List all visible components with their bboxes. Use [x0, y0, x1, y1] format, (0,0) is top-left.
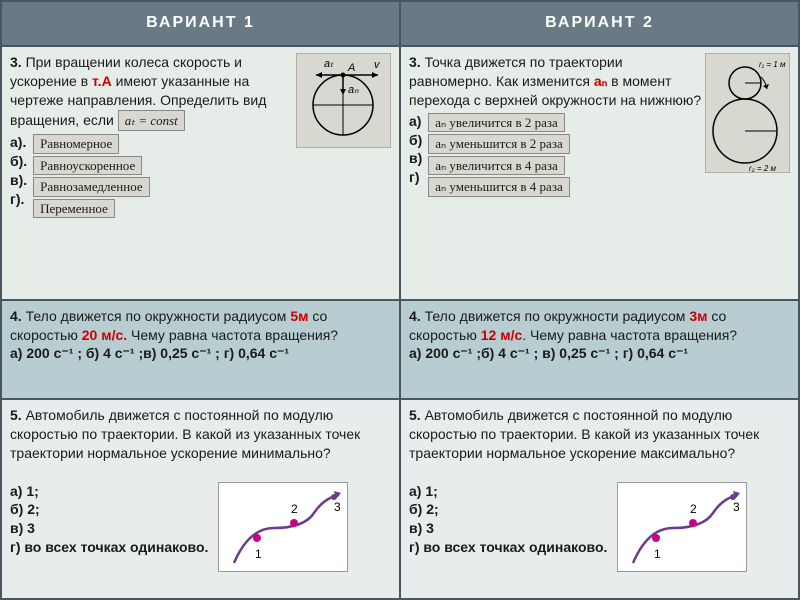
q5-v2-num: 5.	[409, 407, 421, 423]
q5-v1-opts: а) 1; б) 2; в) 3 г) во всех точках одина…	[10, 483, 208, 556]
q5-v1-diagram: 1 2 3	[218, 482, 348, 572]
q3-v2-od: г)	[409, 169, 420, 185]
q4-v2: 4. Тело движется по окружности радиусом …	[400, 300, 799, 399]
q5-v1-txt: Автомобиль движется с постоянной по моду…	[10, 407, 360, 461]
svg-text:3: 3	[733, 500, 740, 514]
q4-v1-ans: а) 200 с⁻¹ ; б) 4 с⁻¹ ;в) 0,25 с⁻¹ ; г) …	[10, 345, 289, 361]
q3-v2-oa: а)	[409, 113, 421, 129]
q5-v1: 5. Автомобиль движется с постоянной по м…	[1, 399, 400, 599]
q5-v2: 5. Автомобиль движется с постоянной по м…	[400, 399, 799, 599]
q4-v1-t3: 5м	[290, 308, 308, 324]
q4-v1-num: 4.	[10, 308, 22, 324]
q4-v1-t6: Чему равна частота вращения?	[127, 327, 338, 343]
q4-v1: 4. Тело движется по окружности радиусом …	[1, 300, 400, 399]
svg-text:r₁ = 1 м: r₁ = 1 м	[759, 60, 786, 69]
q3-v2-ab: aₙ уменьшится в 2 раза	[428, 134, 570, 154]
q3-v2-ad: aₙ уменьшится в 4 раза	[428, 177, 570, 197]
q4-v2-t5: 12 м/с	[481, 327, 523, 343]
q3-v1-oa: а).	[10, 134, 26, 150]
q3-v2-oc: в)	[409, 150, 422, 166]
header-v1: ВАРИАНТ 1	[1, 1, 400, 46]
svg-text:r₂ = 2 м: r₂ = 2 м	[749, 164, 777, 173]
q3-v2-num: 3.	[409, 54, 421, 70]
q5-v2-diagram: 1 2 3	[617, 482, 747, 572]
variants-table: ВАРИАНТ 1 ВАРИАНТ 2 aₜ	[0, 0, 800, 600]
q3-v1-ob: б).	[10, 153, 27, 169]
q3-v1: aₜ A v aₙ 3. При вращении колеса скорост…	[1, 46, 400, 300]
q3-v2-aa: aₙ увеличится в 2 раза	[428, 113, 565, 133]
q3-v1-ad: Переменное	[33, 199, 115, 219]
svg-text:3: 3	[334, 500, 341, 514]
svg-text:aₜ: aₜ	[324, 58, 334, 70]
q3-v1-ab: Равноускоренное	[33, 156, 142, 176]
header-v2: ВАРИАНТ 2	[400, 1, 799, 46]
q5-v1-num: 5.	[10, 407, 22, 423]
q3-v1-aa: Равномерное	[33, 134, 119, 154]
q5-v2-opts: а) 1; б) 2; в) 3 г) во всех точках одина…	[409, 483, 607, 556]
q4-v1-t2: Тело движется по окружности радиусом	[22, 308, 291, 324]
svg-text:A: A	[347, 62, 355, 74]
svg-text:1: 1	[654, 547, 661, 561]
q3-v2: r₁ = 1 м r₂ = 2 м 3. Точка движется по т…	[400, 46, 799, 300]
q3-v1-ac: Равнозамедленное	[33, 177, 150, 197]
q4-v2-t6: . Чему равна частота вращения?	[522, 327, 737, 343]
q4-v2-t2: Тело движется по окружности радиусом	[421, 308, 690, 324]
svg-text:2: 2	[291, 502, 298, 516]
q5-v2-txt: Автомобиль движется с постоянной по моду…	[409, 407, 759, 461]
q4-v1-t5: 20 м/с.	[82, 327, 127, 343]
q3-v1-diagram: aₜ A v aₙ	[296, 53, 391, 153]
q3-v1-oc: в).	[10, 172, 27, 188]
q3-v2-txt1: Точка движется по траектории равномерно.…	[409, 54, 623, 89]
q4-v2-ans: а) 200 с⁻¹ ;б) 4 с⁻¹ ; в) 0,25 с⁻¹ ; г) …	[409, 345, 688, 361]
svg-text:2: 2	[690, 502, 697, 516]
svg-text:1: 1	[255, 547, 262, 561]
q4-v2-t3: 3м	[689, 308, 707, 324]
q3-v2-an: aₙ	[594, 73, 607, 89]
q3-v1-formula: aₜ = const	[118, 110, 185, 132]
svg-text:aₙ: aₙ	[348, 84, 359, 96]
q3-v1-num: 3.	[10, 54, 22, 70]
q3-v2-ob: б)	[409, 132, 422, 148]
q3-v2-diagram: r₁ = 1 м r₂ = 2 м	[705, 53, 790, 178]
q4-v2-num: 4.	[409, 308, 421, 324]
q3-v1-pt: т.А	[92, 73, 112, 89]
q3-v2-ac: aₙ увеличится в 4 раза	[428, 156, 565, 176]
q3-v1-od: г).	[10, 191, 24, 207]
